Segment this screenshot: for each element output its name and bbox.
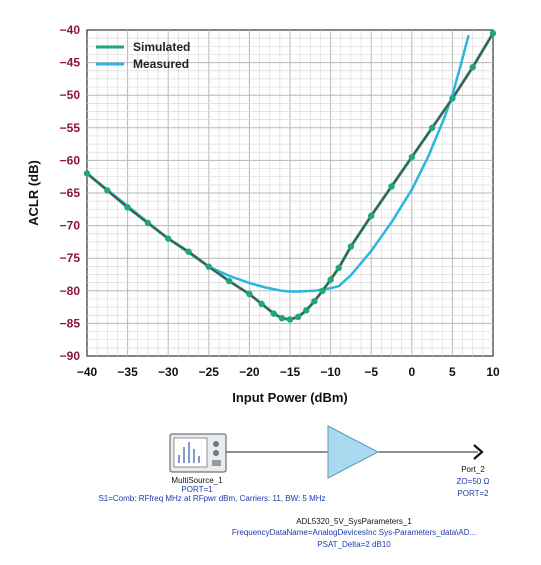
x-tick-label: −40 xyxy=(77,365,98,379)
amplifier-icon xyxy=(327,425,380,479)
data-point-simulated xyxy=(205,263,212,270)
port-impedance: ZO=50 Ω xyxy=(457,477,490,486)
y-tick-label: −70 xyxy=(60,219,81,233)
data-point-simulated xyxy=(104,187,111,194)
data-point-simulated xyxy=(368,212,375,220)
y-tick-label: −40 xyxy=(60,23,81,37)
legend-label-measured: Measured xyxy=(133,57,189,71)
x-axis-label: Input Power (dBm) xyxy=(232,390,348,405)
amplifier-name: ADL5320_5V_SysParameters_1 xyxy=(296,517,412,526)
source-params: S1=Comb: RFfreq MHz at RFpwr dBm, Carrie… xyxy=(98,494,325,503)
y-axis-label: ACLR (dB) xyxy=(26,160,41,226)
grid xyxy=(87,30,493,356)
data-point-simulated xyxy=(388,183,395,190)
series-layer xyxy=(83,30,497,323)
x-tick-label: −25 xyxy=(199,365,220,379)
x-axis-ticks: −40 −35 −30 −25 −20 −15 −10 −5 0 5 10 xyxy=(77,365,500,379)
data-point-simulated xyxy=(246,290,253,298)
data-point-simulated xyxy=(335,264,342,272)
data-point-simulated xyxy=(489,30,497,37)
data-point-simulated xyxy=(83,170,91,177)
data-point-simulated xyxy=(294,313,302,321)
data-point-simulated xyxy=(225,277,233,285)
y-tick-label: −65 xyxy=(60,186,81,200)
x-tick-label: −20 xyxy=(239,365,260,379)
y-tick-label: −85 xyxy=(60,316,81,330)
legend: Simulated Measured xyxy=(96,40,190,71)
source-port: PORT=1 xyxy=(181,485,213,494)
x-tick-label: −5 xyxy=(364,365,378,379)
y-tick-label: −80 xyxy=(60,284,81,298)
legend-label-simulated: Simulated xyxy=(133,40,190,54)
y-tick-label: −45 xyxy=(60,56,81,70)
y-tick-label: −60 xyxy=(60,153,81,167)
source-name: MultiSource_1 xyxy=(171,476,223,485)
data-point-simulated xyxy=(165,235,172,242)
data-point-simulated xyxy=(124,204,131,211)
port-name: Port_2 xyxy=(461,465,485,474)
x-tick-label: −35 xyxy=(117,365,138,379)
data-point-simulated xyxy=(286,316,294,323)
schematic: MultiSource_1 PORT=1 S1=Comb: RFfreq MHz… xyxy=(98,425,490,549)
data-point-simulated xyxy=(319,287,326,294)
data-point-simulated xyxy=(270,310,277,317)
y-tick-label: −75 xyxy=(60,251,81,265)
data-point-simulated xyxy=(144,219,152,227)
data-point-simulated xyxy=(303,307,310,314)
data-point-simulated xyxy=(278,314,286,322)
y-axis-ticks: −40 −45 −50 −55 −60 −65 −70 −75 −80 −85 −90 xyxy=(60,23,81,363)
y-tick-label: −90 xyxy=(60,349,81,363)
data-point-simulated xyxy=(469,63,476,71)
x-tick-label: 10 xyxy=(486,365,500,379)
amplifier-psat: PSAT_Delta=2 dB10 xyxy=(317,540,391,549)
data-point-simulated xyxy=(258,300,265,308)
y-tick-label: −55 xyxy=(60,121,81,135)
x-tick-label: −10 xyxy=(320,365,341,379)
data-point-simulated xyxy=(449,95,456,102)
data-point-simulated xyxy=(311,298,318,305)
port-number: PORT=2 xyxy=(457,489,489,498)
multisource-icon xyxy=(169,433,227,473)
x-tick-label: 5 xyxy=(449,365,456,379)
x-tick-label: 0 xyxy=(408,365,415,379)
output-port-arrow-icon xyxy=(473,444,484,460)
data-point-simulated xyxy=(408,153,415,161)
data-point-simulated xyxy=(185,248,192,255)
x-tick-label: −30 xyxy=(158,365,179,379)
data-point-simulated xyxy=(327,276,334,283)
x-tick-label: −15 xyxy=(280,365,301,379)
amplifier-data-file: FrequencyDataName=AnalogDevicesInc Sys-P… xyxy=(232,528,476,537)
y-tick-label: −50 xyxy=(60,88,81,102)
data-point-simulated xyxy=(428,124,436,131)
data-point-simulated xyxy=(347,243,355,250)
